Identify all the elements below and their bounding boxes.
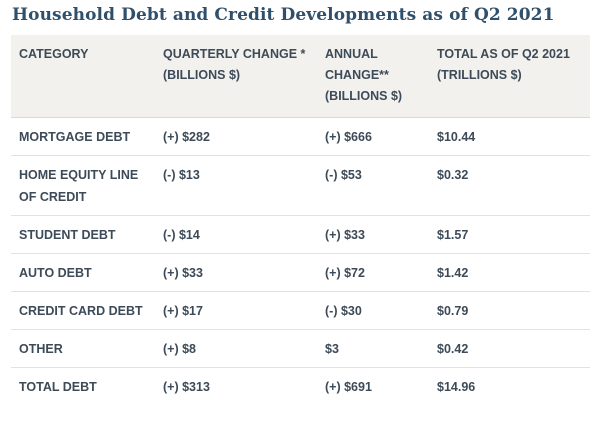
- cell-category: CREDIT CARD DEBT: [11, 291, 155, 330]
- header-annual-change: ANNUAL CHANGE** (BILLIONS $): [317, 35, 429, 118]
- header-total: TOTAL AS OF Q2 2021 (TRILLIONS $): [429, 35, 590, 118]
- cell-total: $0.79: [429, 291, 590, 330]
- cell-annual: $3: [317, 329, 429, 368]
- table-header: CATEGORY QUARTERLY CHANGE * (BILLIONS $)…: [11, 35, 590, 118]
- cell-annual: (+) $72: [317, 253, 429, 292]
- table-row: STUDENT DEBT (-) $14 (+) $33 $1.57: [11, 215, 590, 254]
- cell-category: OTHER: [11, 329, 155, 368]
- table-row: OTHER (+) $8 $3 $0.42: [11, 329, 590, 368]
- cell-annual: (-) $30: [317, 291, 429, 330]
- cell-total: $1.42: [429, 253, 590, 292]
- cell-total: $14.96: [429, 367, 590, 405]
- cell-quarterly: (+) $33: [155, 253, 317, 292]
- table-row: MORTGAGE DEBT (+) $282 (+) $666 $10.44: [11, 118, 590, 156]
- cell-quarterly: (+) $8: [155, 329, 317, 368]
- cell-quarterly: (-) $14: [155, 215, 317, 254]
- header-quarterly-change: QUARTERLY CHANGE * (BILLIONS $): [155, 35, 317, 118]
- cell-total: $0.32: [429, 155, 590, 216]
- table-row: AUTO DEBT (+) $33 (+) $72 $1.42: [11, 253, 590, 292]
- cell-quarterly: (+) $17: [155, 291, 317, 330]
- table-row: HOME EQUITY LINE OF CREDIT (-) $13 (-) $…: [11, 155, 590, 216]
- table-row-total: TOTAL DEBT (+) $313 (+) $691 $14.96: [11, 367, 590, 405]
- cell-quarterly: (+) $313: [155, 367, 317, 405]
- cell-category: HOME EQUITY LINE OF CREDIT: [11, 155, 155, 216]
- cell-annual: (+) $691: [317, 367, 429, 405]
- debt-table: CATEGORY QUARTERLY CHANGE * (BILLIONS $)…: [11, 35, 590, 405]
- cell-category: STUDENT DEBT: [11, 215, 155, 254]
- cell-total: $0.42: [429, 329, 590, 368]
- header-category: CATEGORY: [11, 35, 155, 118]
- cell-annual: (+) $666: [325, 130, 372, 144]
- cell-category: MORTGAGE DEBT: [19, 130, 131, 144]
- cell-annual: (+) $33: [317, 215, 429, 254]
- cell-quarterly: (+) $282: [163, 130, 210, 144]
- header-row: CATEGORY QUARTERLY CHANGE * (BILLIONS $)…: [11, 35, 590, 118]
- cell-category: TOTAL DEBT: [11, 367, 155, 405]
- cell-category: AUTO DEBT: [11, 253, 155, 292]
- table-row: CREDIT CARD DEBT (+) $17 (-) $30 $0.79: [11, 291, 590, 330]
- page-title: Household Debt and Credit Developments a…: [12, 5, 555, 25]
- cell-annual: (-) $53: [317, 155, 429, 216]
- cell-total: $1.57: [429, 215, 590, 254]
- table-body: MORTGAGE DEBT (+) $282 (+) $666 $10.44 H…: [11, 118, 590, 405]
- cell-quarterly: (-) $13: [155, 155, 317, 216]
- cell-total: $10.44: [437, 130, 476, 144]
